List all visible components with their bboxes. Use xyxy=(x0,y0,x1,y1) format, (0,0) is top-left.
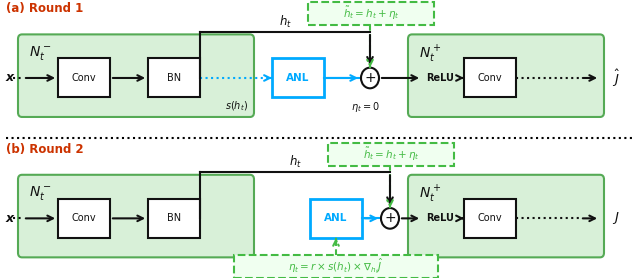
Text: Conv: Conv xyxy=(477,73,502,83)
Text: $\boldsymbol{h_t}$: $\boldsymbol{h_t}$ xyxy=(289,154,301,170)
FancyBboxPatch shape xyxy=(308,2,434,25)
Circle shape xyxy=(361,68,379,88)
FancyBboxPatch shape xyxy=(18,175,254,257)
Text: $\eta_t = r \times s(h_t) \times \nabla_{h_t}\hat{J}$: $\eta_t = r \times s(h_t) \times \nabla_… xyxy=(288,257,384,276)
Text: ReLU: ReLU xyxy=(426,73,454,83)
FancyBboxPatch shape xyxy=(464,58,516,98)
Text: $\eta_t = 0$: $\eta_t = 0$ xyxy=(351,100,380,114)
FancyBboxPatch shape xyxy=(58,199,110,238)
Text: $+$: $+$ xyxy=(364,71,376,85)
FancyBboxPatch shape xyxy=(310,199,362,238)
FancyBboxPatch shape xyxy=(18,34,254,117)
Text: $\boldsymbol{x}$: $\boldsymbol{x}$ xyxy=(5,212,16,225)
Text: $N_t^-$: $N_t^-$ xyxy=(29,44,51,61)
Text: $J$: $J$ xyxy=(612,210,620,226)
Text: ReLU: ReLU xyxy=(426,214,454,223)
Text: $\hat{J}$: $\hat{J}$ xyxy=(612,67,620,89)
Text: (b) Round 2: (b) Round 2 xyxy=(6,143,84,156)
Text: $s(h_t)$: $s(h_t)$ xyxy=(225,100,248,113)
Text: Conv: Conv xyxy=(72,73,96,83)
Text: $\tilde{h}_t = h_t + \eta_t$: $\tilde{h}_t = h_t + \eta_t$ xyxy=(342,5,399,22)
FancyBboxPatch shape xyxy=(408,34,604,117)
Text: $\boldsymbol{x}$: $\boldsymbol{x}$ xyxy=(5,71,16,85)
Text: $\boldsymbol{h_t}$: $\boldsymbol{h_t}$ xyxy=(278,14,291,30)
Text: ANL: ANL xyxy=(286,73,310,83)
Text: $N_t^+$: $N_t^+$ xyxy=(419,184,441,205)
FancyBboxPatch shape xyxy=(148,199,200,238)
FancyBboxPatch shape xyxy=(148,58,200,98)
Text: (a) Round 1: (a) Round 1 xyxy=(6,2,83,15)
FancyBboxPatch shape xyxy=(272,58,324,98)
Text: Conv: Conv xyxy=(72,214,96,223)
FancyBboxPatch shape xyxy=(58,58,110,98)
Text: $\tilde{h}_t = h_t + \eta_t$: $\tilde{h}_t = h_t + \eta_t$ xyxy=(363,146,419,163)
FancyBboxPatch shape xyxy=(328,143,454,166)
Circle shape xyxy=(381,208,399,229)
FancyBboxPatch shape xyxy=(234,255,438,278)
Text: BN: BN xyxy=(167,214,181,223)
Text: $N_t^+$: $N_t^+$ xyxy=(419,44,441,65)
Text: ANL: ANL xyxy=(324,214,348,223)
FancyBboxPatch shape xyxy=(464,199,516,238)
Text: BN: BN xyxy=(167,73,181,83)
Text: $+$: $+$ xyxy=(384,211,396,225)
Text: $N_t^-$: $N_t^-$ xyxy=(29,184,51,202)
Text: Conv: Conv xyxy=(477,214,502,223)
FancyBboxPatch shape xyxy=(408,175,604,257)
